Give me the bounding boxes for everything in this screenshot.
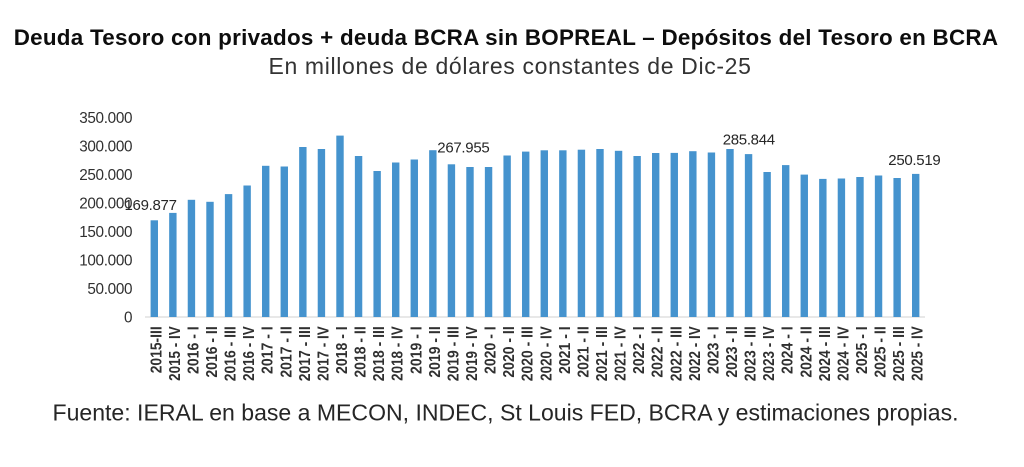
- svg-text:2024 - III: 2024 - III: [817, 326, 834, 381]
- svg-text:2017 - III: 2017 - III: [297, 326, 314, 381]
- svg-text:2019 - III: 2019 - III: [445, 326, 462, 381]
- svg-text:2020 - III: 2020 - III: [520, 326, 537, 381]
- svg-text:2018 - IV: 2018 - IV: [390, 326, 407, 381]
- svg-text:En millones de dólares constan: En millones de dólares constantes de Dic…: [268, 53, 751, 79]
- svg-text:2016 - II: 2016 - II: [204, 326, 221, 377]
- svg-text:2017 - IV: 2017 - IV: [315, 326, 332, 381]
- svg-text:2019 - I: 2019 - I: [408, 326, 425, 374]
- svg-text:2025 - III: 2025 - III: [891, 326, 908, 381]
- svg-text:2017 - II: 2017 - II: [278, 326, 295, 377]
- svg-text:Deuda Tesoro con privados + de: Deuda Tesoro con privados + deuda BCRA s…: [14, 25, 999, 50]
- svg-text:2024 - IV: 2024 - IV: [835, 326, 852, 381]
- svg-text:2018 - III: 2018 - III: [371, 326, 388, 381]
- svg-text:2023 - I: 2023 - I: [705, 326, 722, 374]
- svg-text:2015-III: 2015-III: [148, 326, 165, 373]
- svg-text:300.000: 300.000: [79, 139, 132, 156]
- svg-text:2023 - II: 2023 - II: [724, 326, 741, 377]
- svg-text:2018 - I: 2018 - I: [334, 326, 351, 374]
- svg-text:150.000: 150.000: [79, 224, 132, 241]
- svg-text:2020 - II: 2020 - II: [501, 326, 518, 377]
- svg-text:2016 - IV: 2016 - IV: [241, 326, 258, 381]
- svg-text:2021 - III: 2021 - III: [594, 326, 611, 381]
- svg-text:2022 - IV: 2022 - IV: [687, 326, 704, 381]
- svg-text:Fuente: IERAL en base a MECON,: Fuente: IERAL en base a MECON, INDEC, St…: [53, 400, 959, 426]
- svg-text:2023 - III: 2023 - III: [743, 326, 760, 381]
- svg-text:200.000: 200.000: [79, 196, 132, 213]
- svg-text:2019 - IV: 2019 - IV: [464, 326, 481, 381]
- svg-text:169.877: 169.877: [125, 197, 177, 214]
- svg-text:2021 - IV: 2021 - IV: [613, 326, 630, 381]
- svg-text:250.519: 250.519: [888, 152, 940, 169]
- svg-text:2021 - II: 2021 - II: [575, 326, 592, 377]
- svg-text:2022 - II: 2022 - II: [650, 326, 667, 377]
- svg-text:2020 - I: 2020 - I: [483, 326, 500, 374]
- svg-text:2022 - III: 2022 - III: [668, 326, 685, 381]
- svg-text:285.844: 285.844: [723, 131, 775, 148]
- svg-text:2016 - III: 2016 - III: [223, 326, 240, 381]
- svg-text:2022 - I: 2022 - I: [631, 326, 648, 374]
- svg-text:0: 0: [124, 310, 132, 327]
- svg-text:267.955: 267.955: [437, 140, 489, 157]
- svg-text:2018 - II: 2018 - II: [353, 326, 370, 377]
- svg-text:2025 - IV: 2025 - IV: [910, 326, 927, 381]
- svg-text:2020 - IV: 2020 - IV: [538, 326, 555, 381]
- svg-text:350.000: 350.000: [79, 110, 132, 127]
- svg-text:2025 - I: 2025 - I: [854, 326, 871, 374]
- svg-text:2016 - I: 2016 - I: [185, 326, 202, 374]
- svg-text:2024 - II: 2024 - II: [798, 326, 815, 377]
- svg-text:50.000: 50.000: [87, 281, 132, 298]
- svg-text:2025 - II: 2025 - II: [873, 326, 890, 377]
- svg-text:250.000: 250.000: [79, 167, 132, 184]
- svg-text:2017 - I: 2017 - I: [260, 326, 277, 374]
- svg-text:2019 - II: 2019 - II: [427, 326, 444, 377]
- svg-text:2024 - I: 2024 - I: [780, 326, 797, 374]
- svg-text:2015 - IV: 2015 - IV: [167, 326, 184, 381]
- svg-text:2021 - I: 2021 - I: [557, 326, 574, 374]
- svg-text:100.000: 100.000: [79, 253, 132, 270]
- svg-text:2023 - IV: 2023 - IV: [761, 326, 778, 381]
